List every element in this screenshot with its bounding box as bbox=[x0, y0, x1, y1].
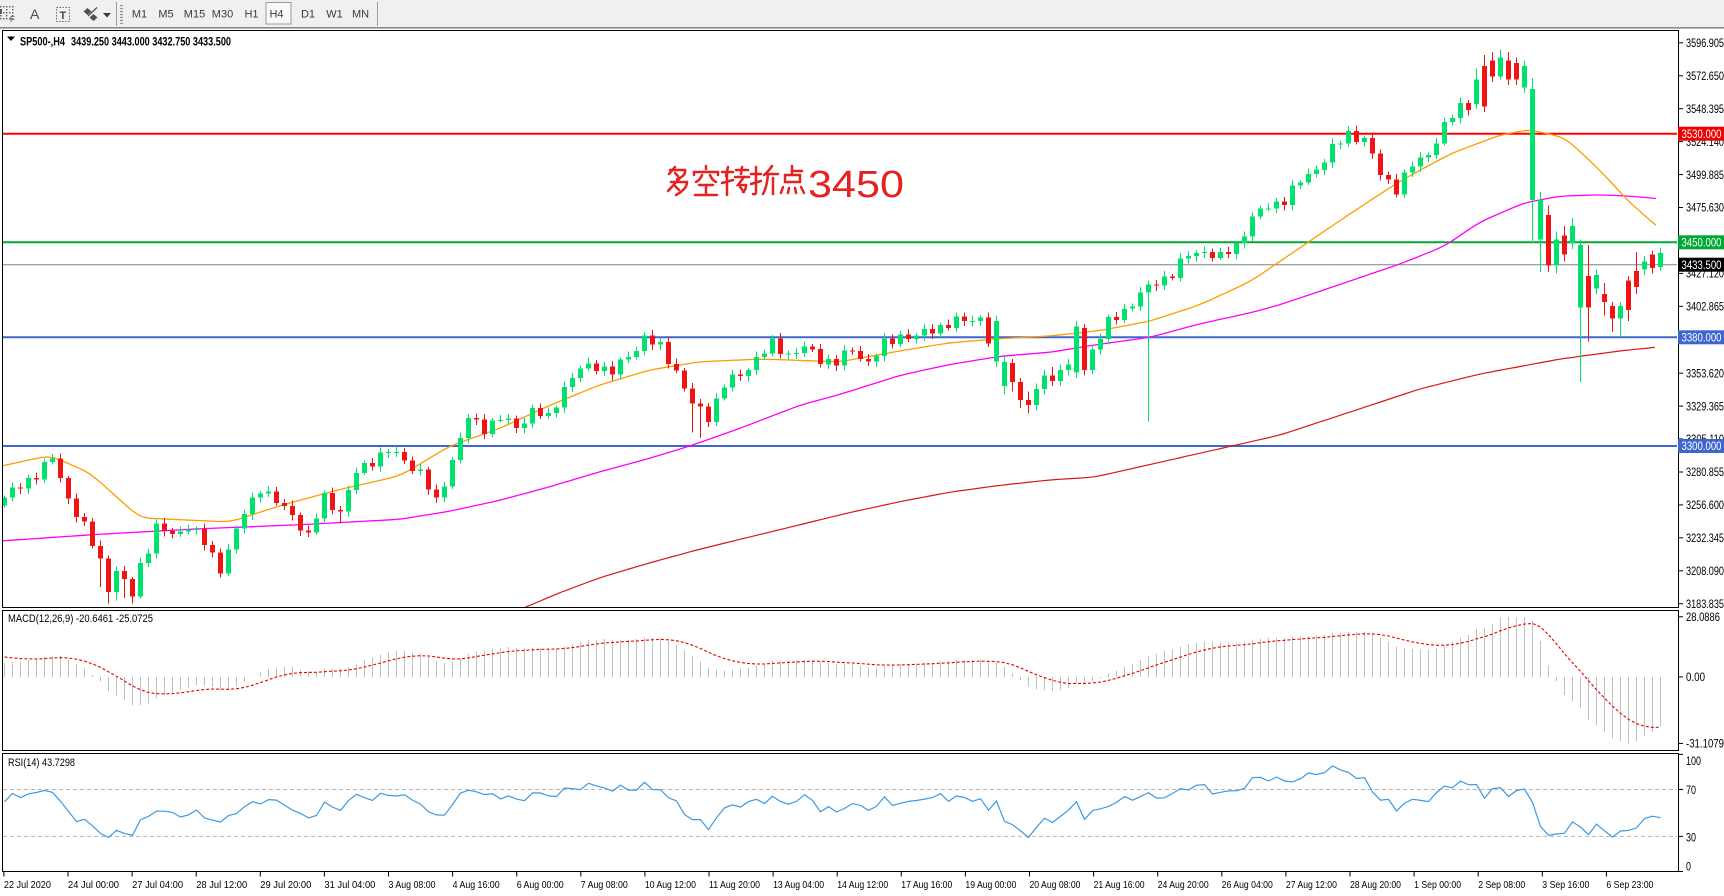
svg-text:T: T bbox=[60, 10, 67, 22]
svg-text:3380.000: 3380.000 bbox=[1682, 331, 1722, 345]
svg-text:27 Aug 12:00: 27 Aug 12:00 bbox=[1286, 879, 1337, 891]
svg-text:10 Aug 12:00: 10 Aug 12:00 bbox=[645, 879, 696, 891]
svg-text:W1: W1 bbox=[326, 9, 343, 21]
svg-text:MN: MN bbox=[352, 9, 369, 21]
svg-text:14 Aug 12:00: 14 Aug 12:00 bbox=[837, 879, 888, 891]
svg-text:11 Aug 20:00: 11 Aug 20:00 bbox=[709, 879, 760, 891]
svg-text:3402.865: 3402.865 bbox=[1686, 300, 1724, 314]
svg-text:20 Aug 08:00: 20 Aug 08:00 bbox=[1030, 879, 1081, 891]
svg-text:SP500-,H4: SP500-,H4 bbox=[20, 35, 65, 49]
svg-text:3 Aug 08:00: 3 Aug 08:00 bbox=[389, 879, 436, 891]
svg-text:3256.600: 3256.600 bbox=[1686, 498, 1724, 512]
svg-text:3300.000: 3300.000 bbox=[1682, 439, 1722, 453]
svg-text:30: 30 bbox=[1686, 831, 1696, 845]
svg-text:3433.500: 3433.500 bbox=[1682, 258, 1722, 272]
svg-text:A: A bbox=[30, 6, 40, 22]
svg-text:24 Jul 00:00: 24 Jul 00:00 bbox=[68, 879, 119, 891]
svg-text:M30: M30 bbox=[212, 9, 233, 21]
svg-text:3329.365: 3329.365 bbox=[1686, 399, 1724, 413]
svg-text:3208.090: 3208.090 bbox=[1686, 564, 1724, 578]
svg-text:6 Aug 00:00: 6 Aug 00:00 bbox=[517, 879, 564, 891]
svg-text:3450.000: 3450.000 bbox=[1682, 236, 1722, 250]
svg-text:-31.1079: -31.1079 bbox=[1686, 737, 1724, 751]
svg-text:70: 70 bbox=[1686, 783, 1696, 797]
svg-text:100: 100 bbox=[1686, 754, 1701, 768]
svg-text:28 Jul 12:00: 28 Jul 12:00 bbox=[196, 879, 247, 891]
svg-text:31 Jul 04:00: 31 Jul 04:00 bbox=[324, 879, 375, 891]
svg-text:13 Aug 04:00: 13 Aug 04:00 bbox=[773, 879, 824, 891]
svg-text:29 Jul 20:00: 29 Jul 20:00 bbox=[260, 879, 311, 891]
svg-text:MACD(12,26,9) -20.6461 -25.072: MACD(12,26,9) -20.6461 -25.0725 bbox=[8, 613, 153, 625]
svg-text:21 Aug 16:00: 21 Aug 16:00 bbox=[1094, 879, 1145, 891]
svg-text:3280.855: 3280.855 bbox=[1686, 465, 1724, 479]
svg-text:3232.345: 3232.345 bbox=[1686, 531, 1724, 545]
svg-text:3439.250 3443.000 3432.750 343: 3439.250 3443.000 3432.750 3433.500 bbox=[71, 35, 231, 49]
svg-text:3530.000: 3530.000 bbox=[1682, 127, 1722, 141]
svg-text:RSI(14) 43.7298: RSI(14) 43.7298 bbox=[8, 757, 75, 769]
svg-text:3 Sep 16:00: 3 Sep 16:00 bbox=[1542, 879, 1589, 891]
svg-text:1 Sep 00:00: 1 Sep 00:00 bbox=[1414, 879, 1461, 891]
svg-text:3450: 3450 bbox=[808, 164, 904, 206]
svg-text:6 Sep 23:00: 6 Sep 23:00 bbox=[1606, 879, 1653, 891]
svg-text:28 Aug 20:00: 28 Aug 20:00 bbox=[1350, 879, 1401, 891]
svg-text:28.0886: 28.0886 bbox=[1686, 610, 1720, 624]
svg-text:0.00: 0.00 bbox=[1686, 670, 1705, 684]
svg-text:3572.650: 3572.650 bbox=[1686, 69, 1724, 83]
svg-text:H4: H4 bbox=[269, 9, 283, 21]
svg-text:22 Jul 2020: 22 Jul 2020 bbox=[4, 879, 51, 891]
svg-text:27 Jul 04:00: 27 Jul 04:00 bbox=[132, 879, 183, 891]
svg-text:M15: M15 bbox=[184, 9, 205, 21]
svg-text:3475.630: 3475.630 bbox=[1686, 201, 1724, 215]
svg-text:0: 0 bbox=[1686, 859, 1691, 873]
svg-text:26 Aug 04:00: 26 Aug 04:00 bbox=[1222, 879, 1273, 891]
svg-text:7 Aug 08:00: 7 Aug 08:00 bbox=[581, 879, 628, 891]
svg-text:H1: H1 bbox=[244, 9, 258, 21]
svg-text:3499.885: 3499.885 bbox=[1686, 168, 1724, 182]
svg-text:D1: D1 bbox=[301, 9, 315, 21]
svg-text:24 Aug 20:00: 24 Aug 20:00 bbox=[1158, 879, 1209, 891]
svg-text:3596.905: 3596.905 bbox=[1686, 36, 1724, 50]
svg-text:2 Sep 08:00: 2 Sep 08:00 bbox=[1478, 879, 1525, 891]
svg-text:19 Aug 00:00: 19 Aug 00:00 bbox=[965, 879, 1016, 891]
svg-text:M1: M1 bbox=[132, 9, 147, 21]
svg-text:F: F bbox=[10, 15, 15, 24]
svg-text:17 Aug 16:00: 17 Aug 16:00 bbox=[901, 879, 952, 891]
svg-text:3183.835: 3183.835 bbox=[1686, 597, 1724, 611]
svg-text:3353.620: 3353.620 bbox=[1686, 366, 1724, 380]
svg-text:3548.395: 3548.395 bbox=[1686, 102, 1724, 116]
svg-text:M5: M5 bbox=[158, 9, 173, 21]
svg-text:4 Aug 16:00: 4 Aug 16:00 bbox=[453, 879, 500, 891]
